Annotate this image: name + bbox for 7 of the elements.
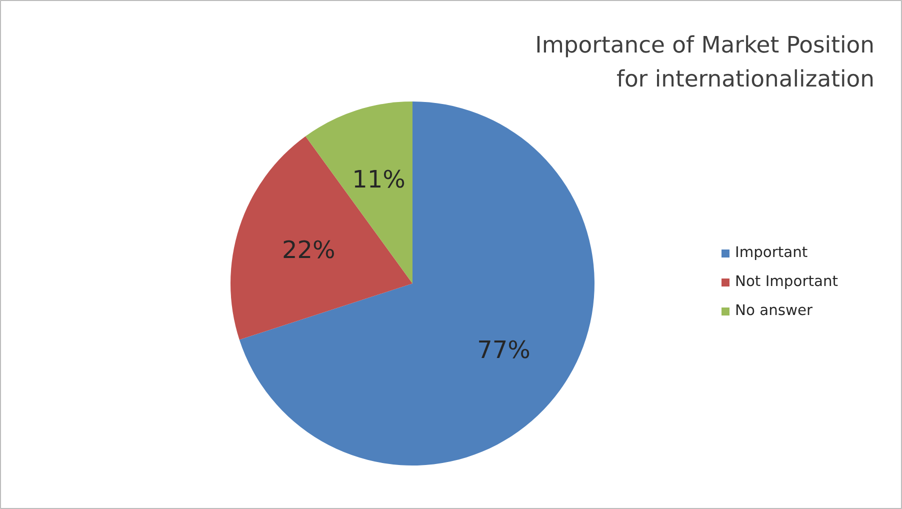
legend-label: Important: [735, 244, 808, 261]
data-label: 77%: [477, 336, 530, 364]
data-label: 22%: [282, 236, 336, 264]
legend-label: Not Important: [735, 273, 838, 290]
chart-title: Importance of Market Position for internationalization: [535, 32, 875, 92]
data-label: 11%: [352, 166, 406, 194]
legend-label: No answer: [735, 302, 813, 319]
